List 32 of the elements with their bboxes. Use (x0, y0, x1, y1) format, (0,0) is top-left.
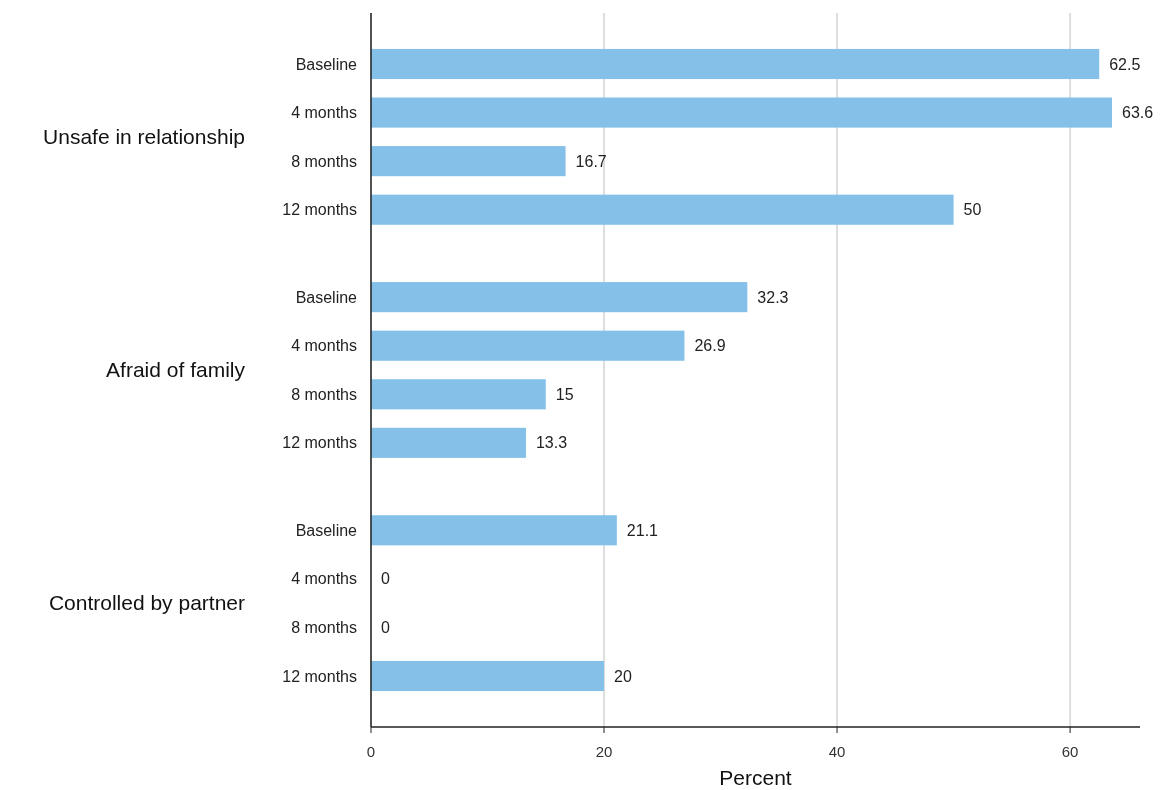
x-tick-label: 60 (1061, 743, 1079, 760)
data-label: 16.7 (575, 152, 607, 170)
text: Controlled by partner (48, 591, 245, 615)
x-tick-label: 20 (595, 743, 613, 760)
text: Afraid of family (106, 358, 246, 382)
data-label: 0 (381, 570, 390, 588)
y-tick-label: 12 months (282, 434, 357, 452)
data-label: 62.5 (1109, 55, 1141, 73)
data-label: 0 (381, 619, 390, 637)
text: Unsafe in relationship (43, 125, 245, 149)
x-tick-label: 40 (828, 743, 846, 760)
y-tick-label: 8 months (291, 385, 357, 403)
data-label: 15 (555, 385, 574, 403)
y-tick-label: Baseline (295, 288, 358, 306)
data-label: 32.3 (757, 288, 789, 306)
data-label: 63.6 (1122, 104, 1154, 122)
y-tick-label: 12 months (282, 667, 357, 685)
data-label: 21.1 (626, 521, 659, 539)
y-tick-label: 8 months (291, 619, 357, 637)
data-label: 50 (963, 201, 982, 219)
y-tick-label: 4 months (291, 570, 357, 588)
data-label: 26.9 (694, 337, 726, 355)
x-axis-title: Percent (719, 766, 792, 789)
y-tick-label: 12 months (282, 201, 357, 219)
data-label: 20 (614, 667, 632, 685)
y-tick-label: 4 months (291, 337, 357, 355)
y-tick-label: Baseline (295, 55, 358, 73)
y-tick-label: 4 months (291, 104, 357, 122)
data-label: 13.3 (535, 434, 568, 452)
x-tick-label: 0 (366, 743, 376, 760)
y-tick-label: 8 months (291, 152, 357, 170)
y-tick-label: Baseline (295, 521, 358, 539)
